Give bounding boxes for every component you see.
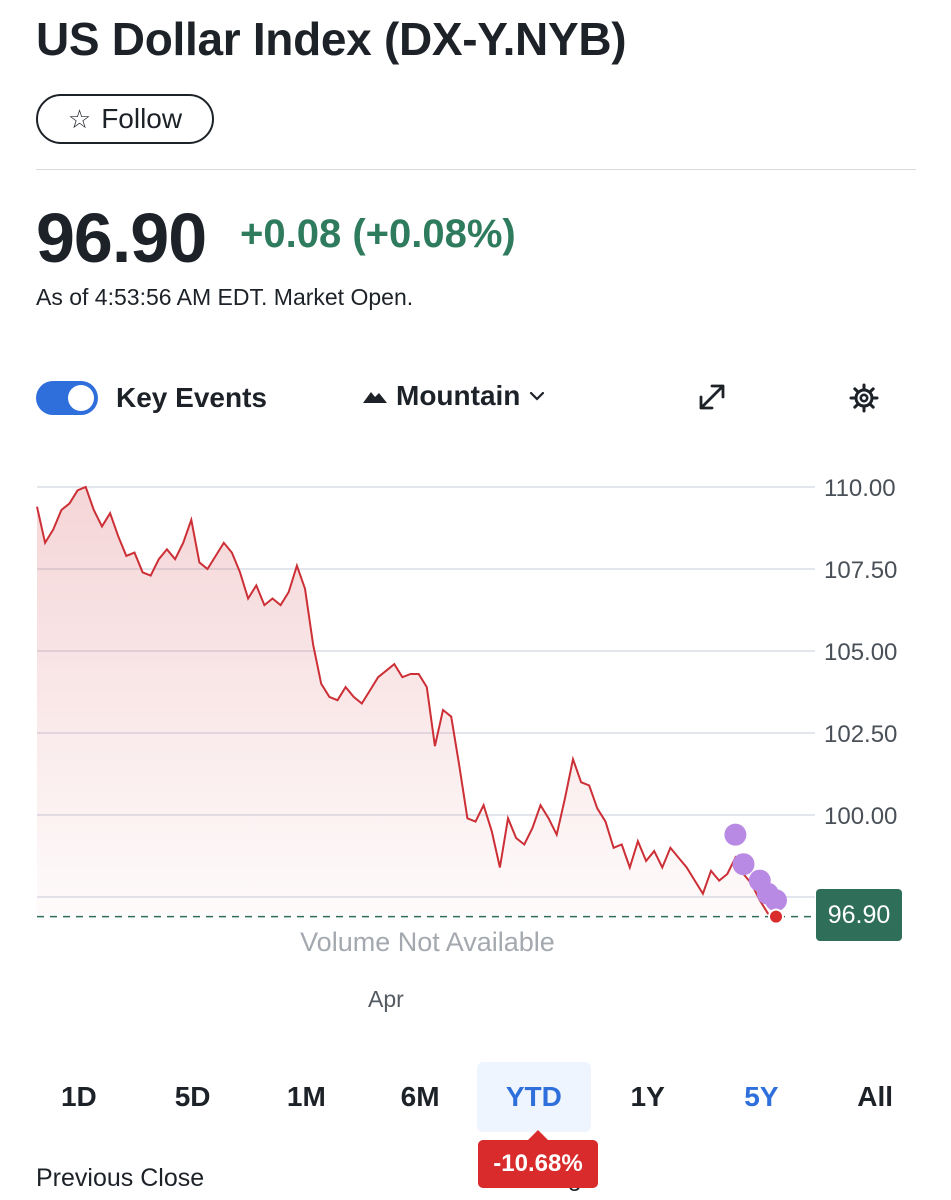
x-axis-label-apr: Apr bbox=[368, 986, 404, 1012]
star-icon: ☆ bbox=[67, 104, 92, 134]
y-tick-label: 100.00 bbox=[824, 803, 897, 830]
y-tick-label: 110.00 bbox=[824, 475, 896, 502]
range-tab-5d[interactable]: 5D bbox=[174, 1081, 211, 1112]
follow-button[interactable]: ☆ Follow bbox=[36, 94, 214, 144]
page-title: US Dollar Index (DX-Y.NYB) bbox=[36, 13, 627, 65]
y-tick-label: 107.50 bbox=[824, 557, 897, 584]
current-price-label: 96.90 bbox=[816, 889, 902, 941]
key-event-marker[interactable] bbox=[765, 889, 787, 912]
range-tab-ytd[interactable]: YTD bbox=[477, 1062, 591, 1132]
chart-type-label: Mountain bbox=[396, 380, 521, 411]
expand-icon[interactable] bbox=[697, 382, 727, 412]
previous-close-label: Previous Close bbox=[36, 1164, 205, 1192]
mountain-icon bbox=[363, 392, 387, 403]
range-tab-5y[interactable]: 5Y bbox=[744, 1081, 779, 1112]
key-events-label: Key Events bbox=[116, 382, 267, 413]
volume-not-available: Volume Not Available bbox=[300, 927, 555, 957]
y-tick-label: 105.00 bbox=[824, 639, 897, 666]
range-tabs: 1D 5D 1M 6M YTD 1Y 5Y All bbox=[22, 1062, 932, 1132]
ytd-change-badge: -10.68% bbox=[478, 1130, 598, 1188]
key-event-marker[interactable] bbox=[724, 823, 747, 846]
range-tab-1y[interactable]: 1Y bbox=[630, 1081, 665, 1112]
follow-label: Follow bbox=[101, 103, 183, 134]
toggle-knob bbox=[68, 385, 94, 411]
range-tab-all[interactable]: All bbox=[857, 1081, 894, 1112]
price-area bbox=[37, 487, 776, 917]
price-line bbox=[36, 485, 777, 918]
current-price: 96.90 bbox=[36, 199, 207, 277]
price-change: +0.08 (+0.08%) bbox=[240, 212, 516, 256]
chart-type-dropdown[interactable]: Mountain bbox=[362, 380, 546, 412]
settings-gear-icon[interactable] bbox=[848, 382, 880, 414]
header-divider bbox=[36, 169, 916, 170]
range-tab-1d[interactable]: 1D bbox=[60, 1081, 97, 1112]
quote-timestamp: As of 4:53:56 AM EDT. Market Open. bbox=[36, 284, 414, 310]
y-tick-label: 102.50 bbox=[824, 721, 897, 748]
chevron-down-icon bbox=[530, 391, 545, 401]
last-price-dot bbox=[768, 908, 784, 925]
range-tab-6m[interactable]: 6M bbox=[400, 1081, 440, 1112]
range-tab-1m[interactable]: 1M bbox=[286, 1081, 326, 1112]
key-event-marker[interactable] bbox=[732, 853, 755, 876]
key-events-toggle[interactable] bbox=[36, 381, 98, 415]
